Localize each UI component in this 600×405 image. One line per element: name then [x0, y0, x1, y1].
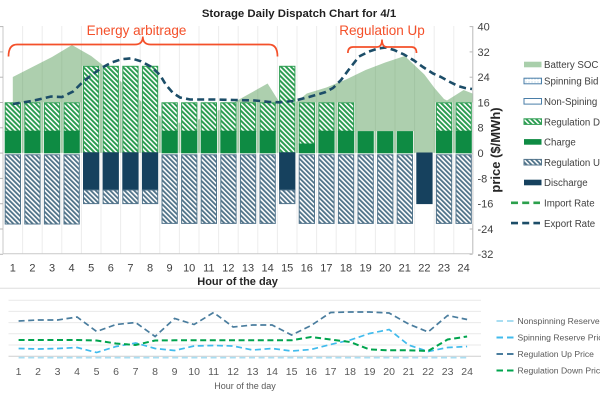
svg-text:13: 13: [242, 263, 254, 275]
svg-text:Regulation U: Regulation U: [544, 158, 600, 169]
svg-text:7: 7: [127, 263, 133, 275]
svg-text:2: 2: [35, 366, 41, 378]
svg-text:5: 5: [88, 263, 94, 275]
svg-text:6: 6: [113, 366, 119, 378]
svg-text:16: 16: [305, 366, 317, 378]
svg-text:9: 9: [172, 366, 178, 378]
svg-text:Charge: Charge: [544, 138, 576, 149]
svg-text:-16: -16: [478, 199, 494, 211]
svg-text:4: 4: [74, 366, 80, 378]
svg-text:Storage Daily Dispatch Chart f: Storage Daily Dispatch Chart for 4/1: [202, 8, 397, 20]
svg-text:23: 23: [438, 263, 450, 275]
svg-text:15: 15: [281, 263, 293, 275]
svg-text:13: 13: [247, 366, 259, 378]
svg-text:Regulation Down Price: Regulation Down Price: [518, 366, 600, 376]
svg-text:21: 21: [399, 263, 411, 275]
svg-text:5: 5: [94, 366, 100, 378]
svg-text:Spinning Reserve Price: Spinning Reserve Price: [518, 333, 600, 343]
svg-text:3: 3: [55, 366, 61, 378]
svg-text:24: 24: [457, 263, 469, 275]
svg-text:-24: -24: [478, 224, 494, 236]
svg-text:12: 12: [222, 263, 234, 275]
svg-text:Battery SOC: Battery SOC: [544, 60, 598, 71]
svg-text:16: 16: [301, 263, 313, 275]
svg-text:14: 14: [266, 366, 278, 378]
svg-text:4: 4: [69, 263, 75, 275]
svg-text:price ($/MWh): price ($/MWh): [488, 107, 503, 192]
svg-text:20: 20: [379, 263, 391, 275]
svg-text:12: 12: [227, 366, 239, 378]
svg-text:21: 21: [403, 366, 415, 378]
svg-text:Export Rate: Export Rate: [544, 219, 595, 230]
svg-text:17: 17: [325, 366, 337, 378]
svg-text:1: 1: [16, 366, 22, 378]
svg-text:10: 10: [183, 263, 195, 275]
svg-text:14: 14: [261, 263, 273, 275]
svg-text:Discharge: Discharge: [544, 178, 588, 189]
svg-text:Spinning Bid: Spinning Bid: [544, 77, 598, 88]
svg-text:17: 17: [320, 263, 332, 275]
svg-text:Nonspinning Reserve Price: Nonspinning Reserve Price: [518, 316, 600, 326]
svg-text:Regulation D: Regulation D: [544, 117, 600, 128]
svg-text:19: 19: [364, 366, 376, 378]
svg-text:1: 1: [10, 263, 16, 275]
svg-text:18: 18: [344, 366, 356, 378]
svg-text:20: 20: [383, 366, 395, 378]
svg-text:Regulation Up Price: Regulation Up Price: [518, 349, 595, 359]
svg-text:Energy arbitrage: Energy arbitrage: [87, 23, 187, 38]
svg-text:Import Rate: Import Rate: [544, 199, 595, 210]
svg-text:8: 8: [478, 123, 484, 135]
svg-text:9: 9: [167, 263, 173, 275]
svg-text:8: 8: [152, 366, 158, 378]
svg-text:2: 2: [29, 263, 35, 275]
svg-text:-32: -32: [478, 249, 494, 261]
svg-text:3: 3: [49, 263, 55, 275]
svg-text:11: 11: [203, 263, 214, 275]
svg-text:22: 22: [418, 263, 430, 275]
svg-text:8: 8: [147, 263, 153, 275]
svg-text:0: 0: [478, 148, 484, 160]
svg-text:40: 40: [478, 22, 490, 34]
svg-text:10: 10: [188, 366, 200, 378]
svg-text:Hour of the day: Hour of the day: [197, 276, 279, 288]
svg-text:23: 23: [442, 366, 454, 378]
svg-text:Hour of the day: Hour of the day: [214, 381, 276, 391]
svg-text:19: 19: [359, 263, 371, 275]
svg-text:-8: -8: [478, 173, 488, 185]
svg-text:15: 15: [286, 366, 298, 378]
svg-text:11: 11: [208, 366, 219, 378]
svg-text:7: 7: [133, 366, 139, 378]
svg-text:Regulation Up: Regulation Up: [339, 23, 425, 38]
svg-text:Non-Spining: Non-Spining: [544, 97, 597, 108]
svg-text:24: 24: [478, 72, 490, 84]
svg-text:24: 24: [461, 366, 473, 378]
svg-text:22: 22: [422, 366, 434, 378]
svg-text:32: 32: [478, 47, 490, 59]
svg-text:18: 18: [340, 263, 352, 275]
svg-text:6: 6: [108, 263, 114, 275]
